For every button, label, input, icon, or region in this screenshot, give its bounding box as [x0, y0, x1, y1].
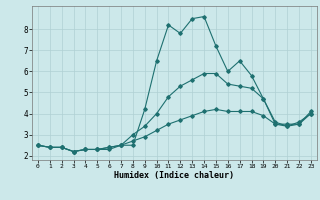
- X-axis label: Humidex (Indice chaleur): Humidex (Indice chaleur): [115, 171, 234, 180]
